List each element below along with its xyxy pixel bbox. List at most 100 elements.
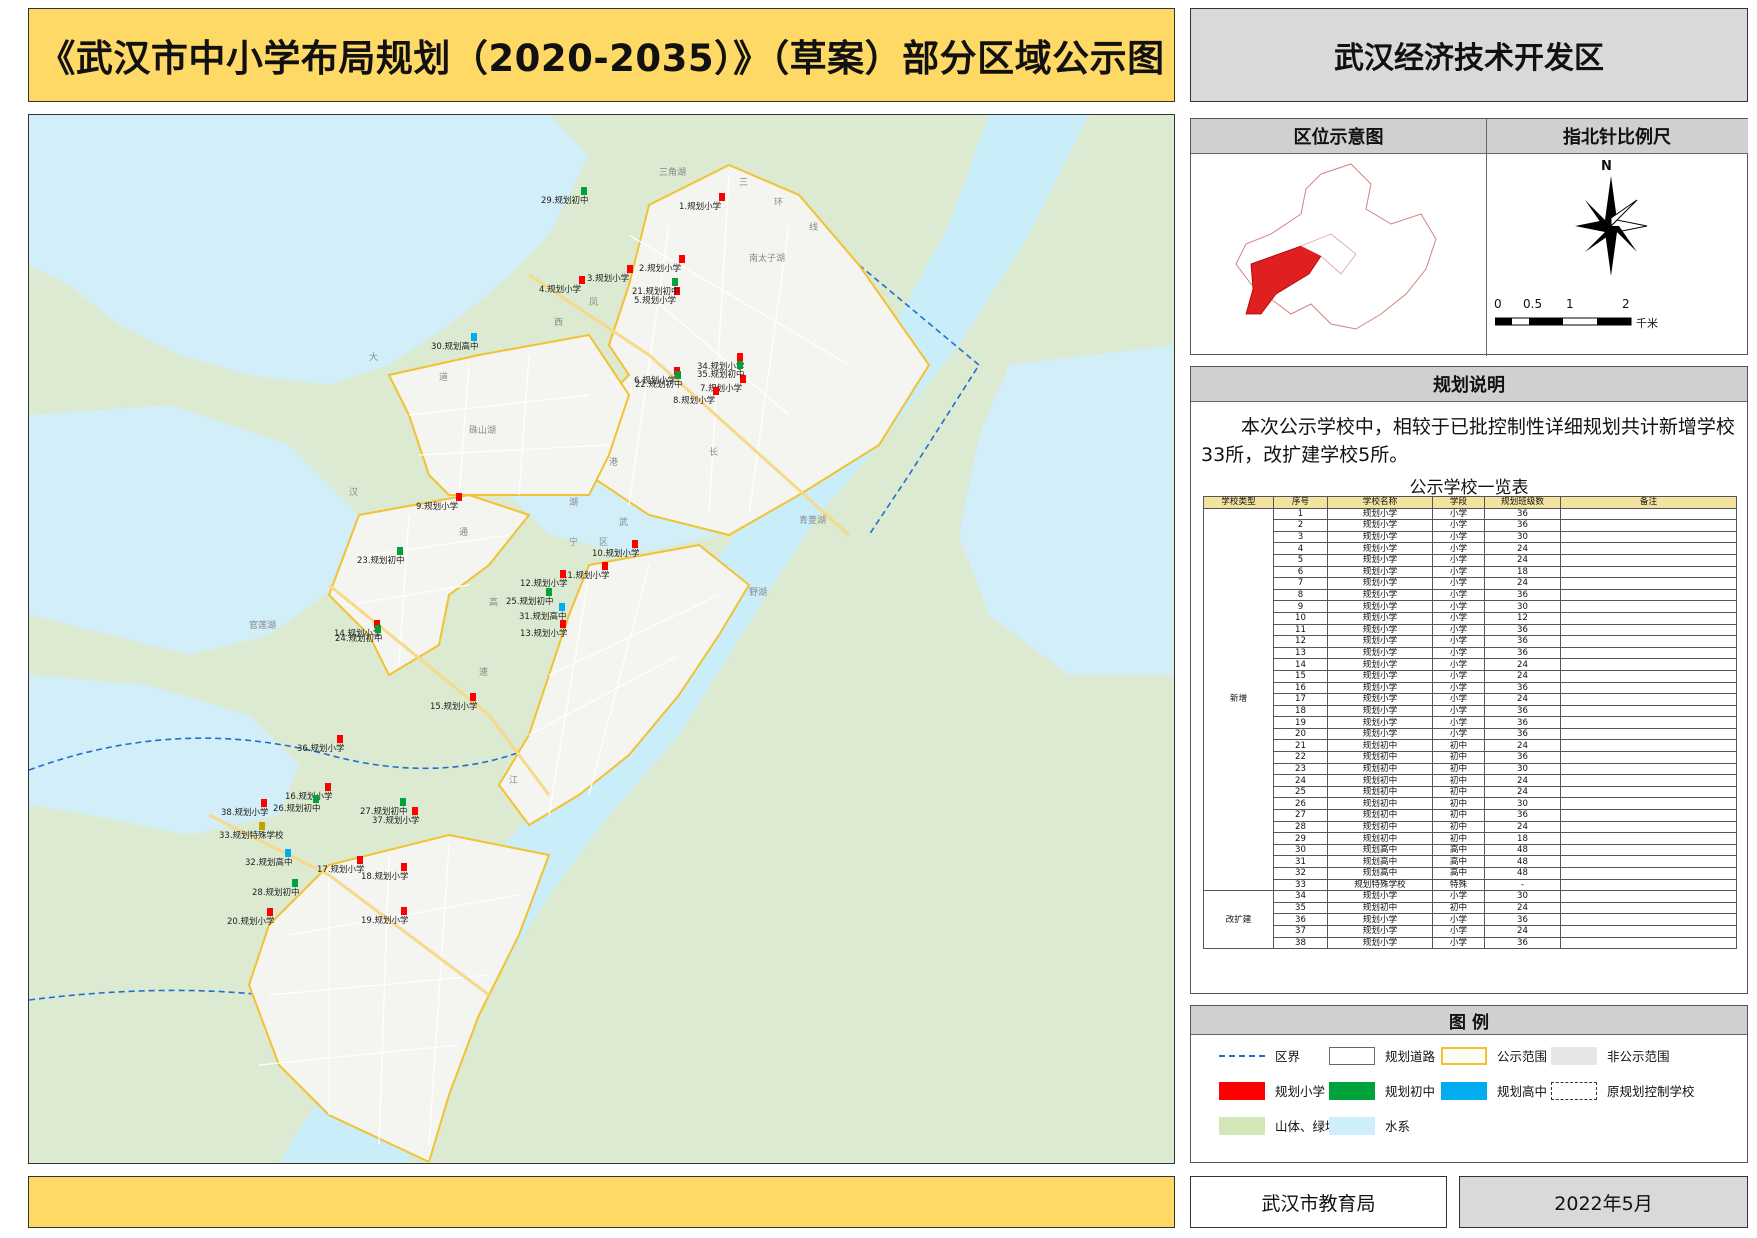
- place-name: 湖: [569, 497, 578, 508]
- school-marker[interactable]: [261, 799, 267, 807]
- table-cell: 规划小学: [1327, 936, 1433, 950]
- table-cell: 24: [1484, 820, 1561, 834]
- table-cell: 36: [1484, 507, 1561, 521]
- school-marker[interactable]: [357, 856, 363, 864]
- school-marker[interactable]: [259, 822, 265, 830]
- table-cell: 规划小学: [1327, 727, 1433, 741]
- table-row: 31 规划高中 高中 48: [1204, 855, 1737, 868]
- table-cell: 21: [1273, 739, 1328, 753]
- table-cell: 初中: [1432, 785, 1485, 799]
- table-cell: 规划小学: [1327, 553, 1433, 567]
- school-marker[interactable]: [374, 620, 380, 628]
- table-cell: 30: [1484, 797, 1561, 811]
- school-marker[interactable]: [285, 849, 291, 857]
- table-cell: 高中: [1432, 867, 1485, 880]
- school-markers: 1.规划小学 2.规划小学 3.规划小学 4.规划小学 5.规划小学 6.规划小学 7.规划…: [219, 187, 746, 927]
- place-name: 速: [479, 667, 488, 678]
- school-marker[interactable]: [470, 693, 476, 701]
- school-marker[interactable]: [560, 620, 566, 628]
- table-cell: 24: [1484, 739, 1561, 753]
- school-marker[interactable]: [632, 540, 638, 548]
- school-marker[interactable]: [375, 625, 381, 633]
- school-marker[interactable]: [546, 588, 552, 596]
- school-marker[interactable]: [737, 361, 743, 369]
- place-name: 野湖: [749, 587, 767, 598]
- table-caption: 公示学校一览表: [1409, 478, 1529, 498]
- remark-cell: [1560, 553, 1737, 567]
- school-marker[interactable]: [579, 276, 585, 284]
- school-marker[interactable]: [602, 562, 608, 570]
- school-label: 28.规划初中: [252, 887, 300, 898]
- table-row: 15 规划小学 小学 24: [1204, 669, 1737, 683]
- remark-cell: [1560, 832, 1737, 845]
- school-marker[interactable]: [401, 863, 407, 871]
- legend-label: 规划初中: [1385, 1084, 1436, 1099]
- school-marker[interactable]: [337, 735, 343, 743]
- locator-map: [1235, 163, 1437, 330]
- school-label: 12.规划小学: [520, 578, 568, 589]
- school-marker[interactable]: [325, 783, 331, 791]
- table-row: 23 规划初中 初中 30: [1204, 762, 1737, 776]
- notes-panel: 规划说明 本次公示学校中，相较于已批控制性详细规划共计新增学校33所，改扩建学校…: [1190, 366, 1748, 994]
- school-label: 9.规划小学: [416, 501, 459, 512]
- school-type-cell: 改扩建: [1203, 890, 1274, 950]
- table-row: 17 规划小学 小学 24: [1204, 693, 1737, 706]
- table-row: 22 规划初中 初中 36: [1204, 751, 1737, 764]
- school-marker[interactable]: [713, 387, 719, 395]
- table-cell: 1: [1273, 507, 1328, 521]
- table-row: 13 规划小学 小学 36: [1204, 646, 1737, 660]
- school-label: 16.规划小学: [285, 791, 333, 802]
- school-marker[interactable]: [401, 907, 407, 915]
- zone-north: [588, 163, 931, 537]
- school-marker[interactable]: [471, 333, 477, 341]
- school-marker[interactable]: [456, 493, 462, 501]
- school-marker[interactable]: [627, 265, 633, 273]
- school-marker[interactable]: [560, 570, 566, 578]
- place-name: 汉: [349, 487, 358, 498]
- school-marker[interactable]: [400, 798, 406, 806]
- school-marker[interactable]: [397, 547, 403, 555]
- school-marker[interactable]: [313, 795, 319, 803]
- table-cell: 36: [1484, 716, 1561, 729]
- school-marker[interactable]: [672, 278, 678, 286]
- table-cell: 24: [1484, 553, 1561, 567]
- remark-cell: [1560, 820, 1737, 834]
- table-row: 25 规划初中 初中 24: [1204, 785, 1737, 799]
- north-label: N: [1601, 159, 1612, 174]
- school-marker[interactable]: [679, 255, 685, 263]
- table-row: 6 规划小学 小学 18: [1204, 565, 1737, 579]
- road-grid: [258, 174, 850, 1146]
- north-arrow-icon: [1575, 176, 1648, 276]
- school-marker[interactable]: [581, 187, 587, 195]
- remark-cell: [1560, 588, 1737, 602]
- legend-swatch: [1219, 1081, 1265, 1100]
- legend-label: 规划道路: [1385, 1049, 1436, 1064]
- main-map[interactable]: 三角湖 南太子湖 硃山湖 官莲湖 青菱湖 野湖 三环线长江 湖 汉 西大道宁 武通高速 港 凤区 1.规…: [28, 114, 1175, 1164]
- school-marker[interactable]: [559, 603, 565, 611]
- school-marker[interactable]: [412, 807, 418, 815]
- school-marker[interactable]: [740, 375, 746, 383]
- table-cell: 小学: [1432, 600, 1485, 613]
- school-label: 37.规划小学: [372, 815, 420, 826]
- school-label: 2.规划小学: [639, 263, 682, 274]
- school-label: 23.规划初中: [357, 555, 405, 566]
- school-marker[interactable]: [675, 371, 681, 379]
- table-cell: 11: [1273, 623, 1328, 637]
- table-cell: -: [1484, 878, 1561, 892]
- table-col-header: 备注: [1560, 496, 1737, 509]
- legend-item: 区界: [1219, 1046, 1300, 1065]
- school-marker[interactable]: [267, 908, 273, 916]
- school-label: 21.规划初中: [632, 286, 680, 297]
- school-marker[interactable]: [292, 879, 298, 887]
- table-cell: 30: [1273, 843, 1328, 857]
- table-cell: 规划小学: [1327, 716, 1433, 729]
- table-cell: 规划小学: [1327, 646, 1433, 660]
- table-cell: 12: [1273, 635, 1328, 648]
- school-marker[interactable]: [674, 287, 680, 295]
- school-type-cell: 新增: [1203, 507, 1274, 892]
- school-marker[interactable]: [719, 193, 725, 201]
- legend-item: 水系: [1329, 1116, 1410, 1135]
- school-marker[interactable]: [737, 353, 743, 361]
- remark-cell: [1560, 530, 1737, 544]
